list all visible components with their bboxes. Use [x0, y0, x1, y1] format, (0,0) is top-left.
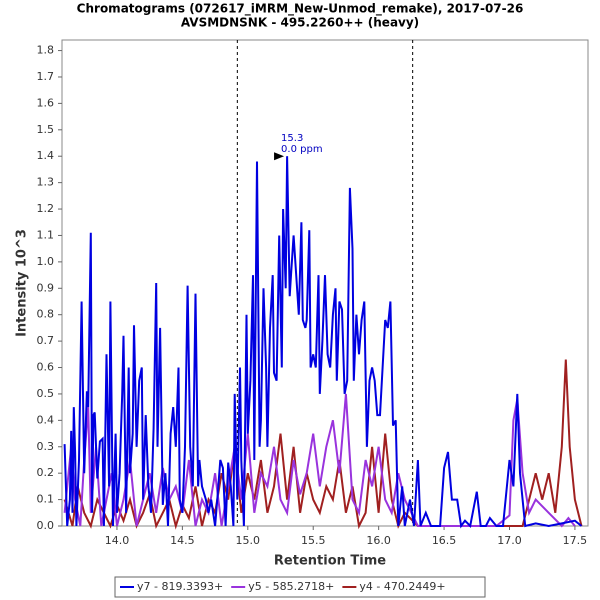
- legend-label: y7 - 819.3393+: [137, 580, 223, 593]
- y-tick-label: 0.6: [37, 361, 55, 374]
- y-tick-label: 1.7: [37, 70, 55, 83]
- y-tick-label: 1.0: [37, 255, 55, 268]
- x-tick-label: 14.0: [105, 534, 130, 547]
- y-tick-label: 0.1: [37, 493, 55, 506]
- x-tick-label: 17.5: [563, 534, 588, 547]
- annotation-label: 15.3: [281, 133, 303, 144]
- y-tick-label: 1.4: [37, 149, 55, 162]
- legend-label: y5 - 585.2718+: [248, 580, 334, 593]
- legend: [114, 576, 486, 598]
- x-tick-label: 15.5: [301, 534, 326, 547]
- x-tick-label: 15.0: [236, 534, 261, 547]
- y-tick-label: 0.9: [37, 281, 55, 294]
- series-line: [63, 393, 576, 528]
- y-tick-label: 0.8: [37, 308, 55, 321]
- x-tick-label: 14.5: [170, 534, 195, 547]
- y-tick-label: 1.8: [37, 44, 55, 57]
- y-tick-label: 0.7: [37, 334, 55, 347]
- y-tick-label: 1.2: [37, 202, 55, 215]
- x-tick-label: 17.0: [497, 534, 522, 547]
- y-tick-label: 1.6: [37, 96, 55, 109]
- y-tick-label: 0.0: [37, 519, 55, 532]
- y-tick-label: 0.2: [37, 466, 55, 479]
- y-tick-label: 0.4: [37, 413, 55, 426]
- y-tick-label: 0.5: [37, 387, 55, 400]
- annotation-arrow: [274, 152, 285, 161]
- x-tick-label: 16.5: [432, 534, 457, 547]
- y-tick-label: 0.3: [37, 440, 55, 453]
- chart-title: Chromatograms (072617_iMRM_New-Unmod_rem…: [77, 2, 524, 17]
- chart-subtitle: AVSMDNSNK - 495.2260++ (heavy): [181, 16, 419, 30]
- y-tick-label: 1.3: [37, 176, 55, 189]
- x-axis-label: Retention Time: [274, 554, 386, 569]
- series-line: [63, 156, 583, 529]
- y-axis-label: Intensity 10^3: [15, 229, 30, 337]
- y-tick-label: 1.1: [37, 228, 55, 241]
- y-tick-label: 1.5: [37, 123, 55, 136]
- x-tick-label: 16.0: [366, 534, 391, 547]
- plot-frame: [61, 39, 589, 527]
- annotation-text: 0.0 ppm: [281, 144, 323, 155]
- legend-label: y4 - 470.2449+: [359, 580, 445, 593]
